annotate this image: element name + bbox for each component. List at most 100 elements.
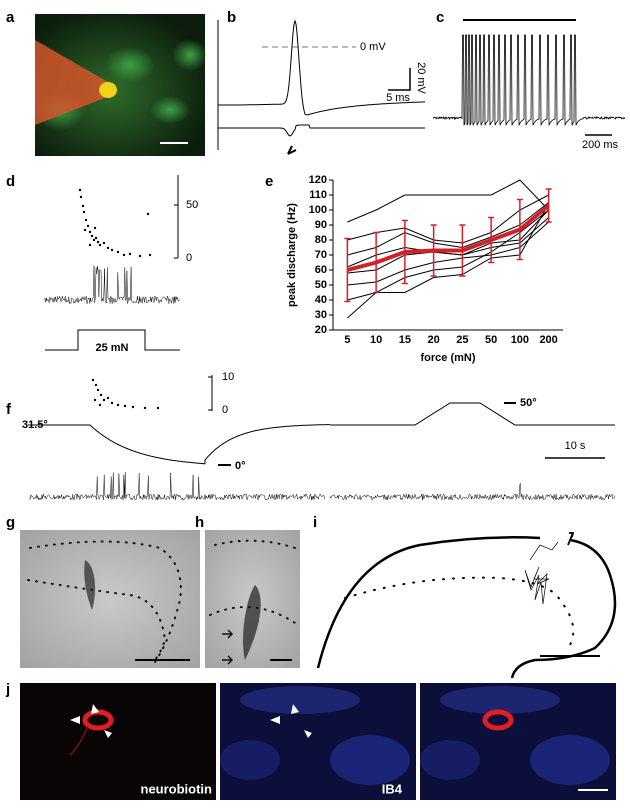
fluorescence-image bbox=[35, 14, 208, 156]
panel-label: b bbox=[227, 9, 236, 26]
decor-dot bbox=[106, 246, 110, 250]
stimulus-trace bbox=[45, 329, 180, 351]
trace bbox=[28, 424, 330, 465]
decor-dot bbox=[143, 406, 147, 410]
trace bbox=[218, 124, 425, 137]
label: 50° bbox=[520, 397, 537, 409]
tick-label: 50 bbox=[186, 199, 198, 211]
mean-line bbox=[346, 203, 550, 272]
panel-label: j bbox=[5, 681, 10, 698]
x-tick-label: 15 bbox=[399, 334, 411, 346]
label: IB4 bbox=[382, 781, 403, 796]
axis bbox=[174, 175, 179, 259]
decor-dot bbox=[102, 241, 106, 245]
decor-dot bbox=[96, 240, 100, 244]
panel-label: i bbox=[313, 514, 317, 531]
trace bbox=[217, 19, 425, 150]
tick-label: 10 bbox=[222, 371, 234, 383]
label: 5 ms bbox=[386, 92, 410, 104]
label: 0 mV bbox=[360, 41, 386, 53]
y-tick-label: 80 bbox=[315, 234, 327, 246]
x-tick-label: 20 bbox=[428, 334, 440, 346]
x-tick-label: 25 bbox=[456, 334, 468, 346]
individual-line bbox=[347, 203, 550, 319]
trace bbox=[330, 402, 615, 426]
x-tick-label: 5 bbox=[344, 334, 350, 346]
decor-dot bbox=[81, 204, 85, 208]
decor-dot bbox=[90, 234, 94, 238]
label: 25 mN bbox=[95, 342, 128, 354]
decor-dot bbox=[98, 243, 102, 247]
decor-dot bbox=[122, 253, 126, 257]
y-tick-label: 110 bbox=[309, 189, 327, 201]
y-tick-label: 60 bbox=[315, 264, 327, 276]
x-tick-label: 50 bbox=[485, 334, 497, 346]
arrow bbox=[287, 145, 297, 155]
decor-dot bbox=[78, 188, 82, 192]
x-tick-label: 200 bbox=[539, 334, 557, 346]
y-tick-label: 20 bbox=[315, 324, 327, 336]
individual-line bbox=[347, 217, 549, 274]
decor-dot bbox=[84, 218, 88, 222]
decor-dot bbox=[110, 248, 114, 252]
label: 20 mV bbox=[415, 62, 427, 94]
decor-dot bbox=[146, 212, 150, 216]
decor-dot bbox=[88, 230, 92, 234]
confocal-image: neurobiotin bbox=[20, 683, 216, 800]
decor-dot bbox=[131, 405, 135, 409]
decor-dot bbox=[93, 398, 97, 402]
decor-dot bbox=[94, 236, 98, 240]
y-tick-label: 100 bbox=[309, 204, 327, 216]
error-bar bbox=[545, 188, 552, 223]
decor-dot bbox=[91, 378, 95, 382]
y-tick-label: 40 bbox=[315, 294, 327, 306]
panel-label: c bbox=[436, 9, 444, 26]
x-axis-label: force (mN) bbox=[420, 352, 475, 364]
decor-dot bbox=[83, 228, 87, 232]
y-tick-label: 120 bbox=[309, 174, 327, 186]
tick-label: 0 bbox=[222, 404, 228, 416]
panel-label: g bbox=[6, 514, 15, 531]
decor-dot bbox=[99, 393, 103, 397]
trace bbox=[329, 483, 616, 501]
label: neurobiotin bbox=[141, 781, 213, 796]
error-bar bbox=[344, 237, 351, 303]
histology-image bbox=[205, 530, 300, 668]
tick-label: 0 bbox=[186, 252, 192, 264]
individual-line bbox=[347, 179, 549, 223]
decor-dot bbox=[86, 224, 90, 228]
scale-bar bbox=[388, 68, 411, 91]
trace bbox=[29, 471, 325, 501]
decor-dot bbox=[116, 250, 120, 254]
panel-label: f bbox=[6, 401, 12, 418]
confocal-image bbox=[420, 683, 616, 800]
decor-dot bbox=[94, 383, 98, 387]
decor-dot bbox=[82, 210, 86, 214]
decor-dot bbox=[92, 238, 96, 242]
decor-dot bbox=[128, 252, 132, 256]
error-bar bbox=[373, 231, 380, 294]
decor-dot bbox=[102, 398, 106, 402]
y-tick-label: 70 bbox=[315, 249, 327, 261]
decor-dot bbox=[138, 254, 142, 258]
error-bar bbox=[516, 198, 523, 261]
histology-image bbox=[20, 530, 200, 668]
y-tick-label: 50 bbox=[315, 279, 327, 291]
axis bbox=[208, 375, 213, 411]
individual-line bbox=[347, 209, 549, 301]
y-tick-label: 30 bbox=[315, 309, 327, 321]
individual-line bbox=[347, 194, 549, 244]
individual-line bbox=[347, 202, 549, 256]
x-tick-label: 100 bbox=[511, 334, 529, 346]
axis bbox=[332, 180, 563, 331]
reconstruction-drawing bbox=[316, 532, 617, 679]
panel-label: h bbox=[195, 514, 204, 531]
decor-dot bbox=[79, 195, 83, 199]
error-bar bbox=[488, 216, 495, 264]
trace bbox=[44, 266, 180, 305]
label: 0° bbox=[235, 460, 246, 472]
error-bar bbox=[430, 224, 437, 277]
decor-dot bbox=[148, 253, 152, 257]
confocal-image: IB4 bbox=[220, 683, 416, 800]
